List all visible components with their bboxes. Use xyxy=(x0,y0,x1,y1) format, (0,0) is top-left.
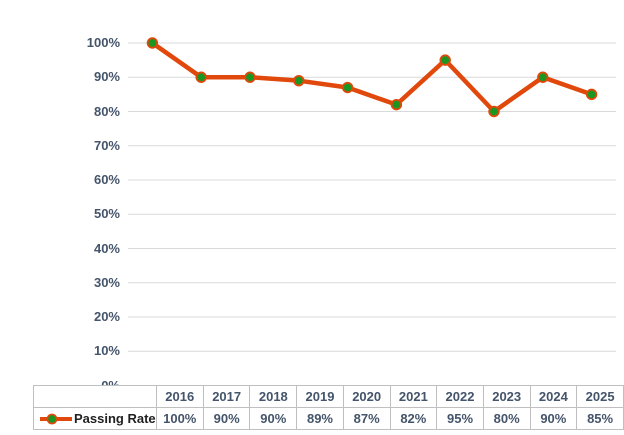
year-header-cell: 2021 xyxy=(389,385,438,408)
series-name-label: Passing Rate xyxy=(74,411,156,426)
passing-rate-value-cell: 90% xyxy=(249,407,298,430)
year-header-cell: 2023 xyxy=(482,385,531,408)
y-axis-tick-label: 10% xyxy=(93,343,120,359)
passing-rate-value-cell: 95% xyxy=(436,407,484,430)
y-axis-tick-label: 50% xyxy=(93,206,120,222)
y-axis-tick-label: 40% xyxy=(93,240,120,256)
passing-rate-value-cell: 100% xyxy=(155,407,204,430)
chart-data-table: 2016 2017 2018 2019 2020 2021 2022 2023 2024 2025… xyxy=(33,385,624,430)
y-axis-tick-label: 60% xyxy=(93,172,120,187)
line-plot-canvas xyxy=(128,37,616,352)
data-point-marker-2024 xyxy=(537,71,549,83)
passing-rate-value-cell: 87% xyxy=(342,407,391,430)
year-header-cell: 2016 xyxy=(155,385,204,408)
y-axis-tick-label: 80% xyxy=(93,103,120,119)
year-header-cell: 2024 xyxy=(529,385,578,408)
data-point-marker-2019 xyxy=(293,74,305,87)
data-point-marker-2017 xyxy=(195,71,207,83)
year-header-row: 2016 2017 2018 2019 2020 2021 2022 2023 2024 2025 xyxy=(33,385,624,408)
data-point-marker-2022 xyxy=(439,54,451,66)
y-axis-tick-label: 30% xyxy=(93,274,120,290)
data-point-marker-2020 xyxy=(341,81,354,94)
y-axis-tick-label: 90% xyxy=(93,69,120,85)
data-point-marker-2025 xyxy=(585,88,598,101)
legend-line-marker-icon xyxy=(40,413,72,424)
passing-rate-value-cell: 90% xyxy=(529,407,578,430)
year-header-cell: 2019 xyxy=(296,385,344,408)
y-axis-tick-label: 100% xyxy=(86,35,120,50)
data-point-marker-2018 xyxy=(244,71,256,83)
data-point-marker-2021 xyxy=(390,98,403,111)
passing-rate-row: Passing Rate 100% 90% 90% 89% 87% 82% 95% 80% 90… xyxy=(33,407,624,430)
passing-rate-value-cell: 90% xyxy=(202,407,251,430)
legend-cell: Passing Rate xyxy=(33,407,157,430)
passing-rate-value-cell: 89% xyxy=(296,407,344,430)
passing-rate-value-cell: 80% xyxy=(482,407,531,430)
year-header-cell: 2022 xyxy=(436,385,484,408)
y-axis-tick-label: 20% xyxy=(93,309,120,324)
passing-rate-value-cell: 82% xyxy=(389,407,438,430)
year-header-cell: 2025 xyxy=(576,385,624,408)
year-header-cell: 2020 xyxy=(342,385,391,408)
data-point-marker-2016 xyxy=(146,37,159,49)
year-header-cell: 2018 xyxy=(249,385,298,408)
year-header-cell: 2017 xyxy=(202,385,251,408)
passing-rate-line xyxy=(150,40,594,114)
passing-rate-value-cell: 85% xyxy=(576,407,624,430)
data-point-marker-2023 xyxy=(488,105,500,118)
legend-key-wrap: Passing Rate xyxy=(34,411,156,426)
table-corner-cell xyxy=(33,385,157,408)
y-axis-tick-label: 70% xyxy=(93,137,120,153)
